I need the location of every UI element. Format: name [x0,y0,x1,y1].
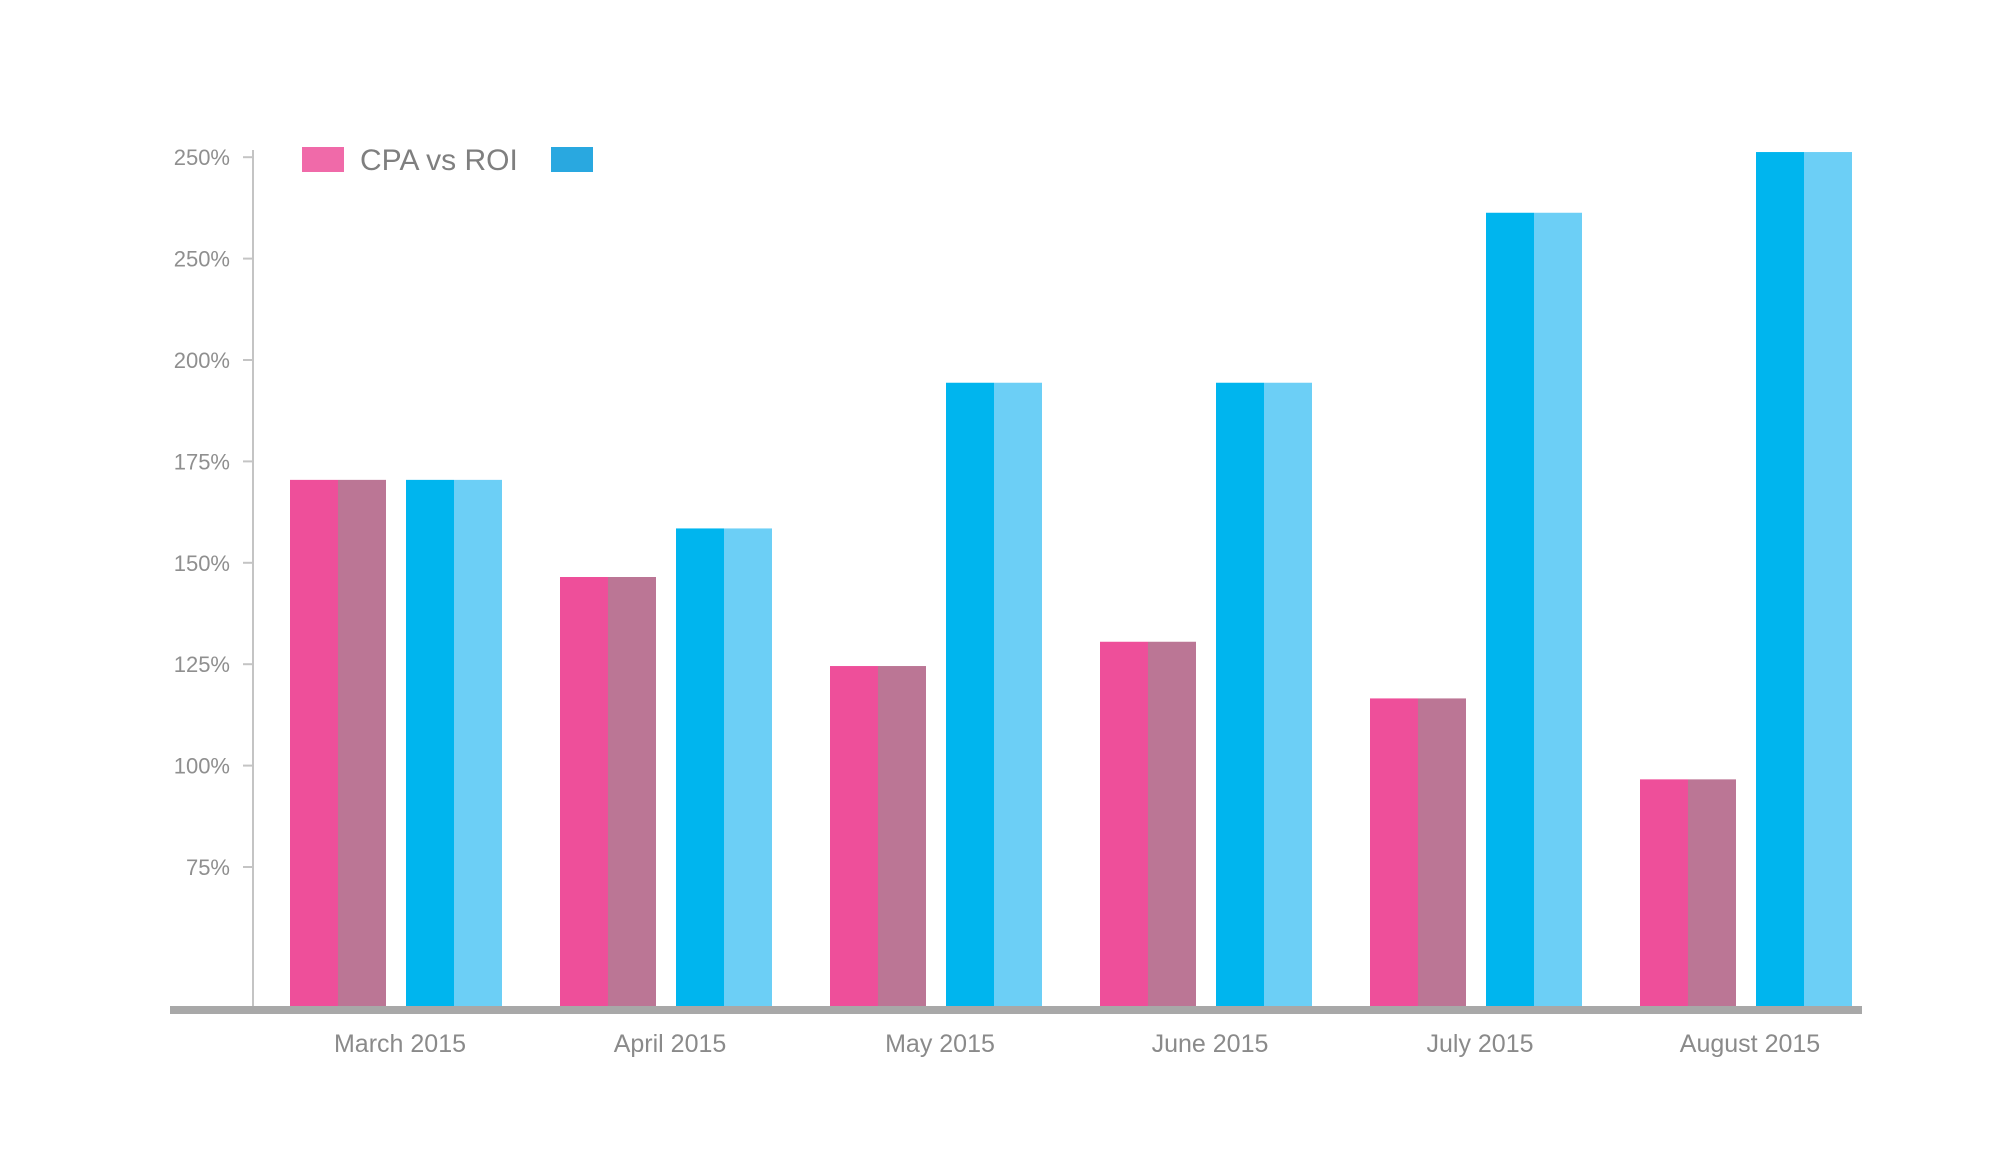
legend-label-cpa-vs-roi: CPA vs ROI [360,144,518,177]
y-axis-ticks: 75% 100% 125% 150% 175% 200% 250% 250% [174,145,254,880]
y-tick-label: 75% [186,855,230,880]
x-category-label: March 2015 [334,1030,466,1058]
cpa-bar-front [1640,779,1688,1006]
y-tick-label: 250% [174,247,230,272]
cpa-bar-front [560,577,608,1006]
y-tick-label: 250% [174,145,230,170]
legend: CPA vs ROI [302,144,593,177]
cpa-bar-side [1148,641,1196,1006]
x-category-label: May 2015 [885,1030,995,1058]
cpa-bar-front [830,666,878,1006]
roi-bar-side [454,479,502,1006]
roi-bar-side [1804,152,1852,1006]
roi-bar-side [994,382,1042,1006]
cpa-bar-side [1688,779,1736,1006]
y-tick-label: 175% [174,449,230,474]
cpa-bar-side [338,479,386,1006]
legend-swatch-roi [551,147,593,172]
y-tick-label: 200% [174,348,230,373]
roi-bar-front [676,528,724,1006]
x-category-label: July 2015 [1426,1030,1533,1058]
roi-bar-front [1486,212,1534,1007]
cpa-bar-side [608,577,656,1006]
cpa-bar-front [1370,698,1418,1006]
roi-bar-side [724,528,772,1006]
x-category-label: August 2015 [1680,1030,1820,1058]
roi-bar-front [406,479,454,1006]
cpa-bar-side [1418,698,1466,1006]
cpa-bar-front [1100,641,1148,1006]
legend-swatch-cpa-vs-roi [302,147,344,172]
roi-bar-side [1264,382,1312,1006]
cpa-bar-side [878,666,926,1006]
y-tick-label: 100% [174,754,230,779]
x-category-label: April 2015 [614,1030,727,1058]
x-category-label: June 2015 [1152,1030,1269,1058]
category-labels: March 2015 April 2015 May 2015 June 2015 Jul… [334,1030,1820,1058]
roi-bar-front [1216,382,1264,1006]
roi-bar-front [1756,152,1804,1006]
roi-bar-side [1534,212,1582,1007]
cpa-bar-front [290,479,338,1006]
bars [290,152,1852,1007]
roi-bar-front [946,382,994,1006]
y-tick-label: 150% [174,551,230,576]
y-tick-label: 125% [174,652,230,677]
